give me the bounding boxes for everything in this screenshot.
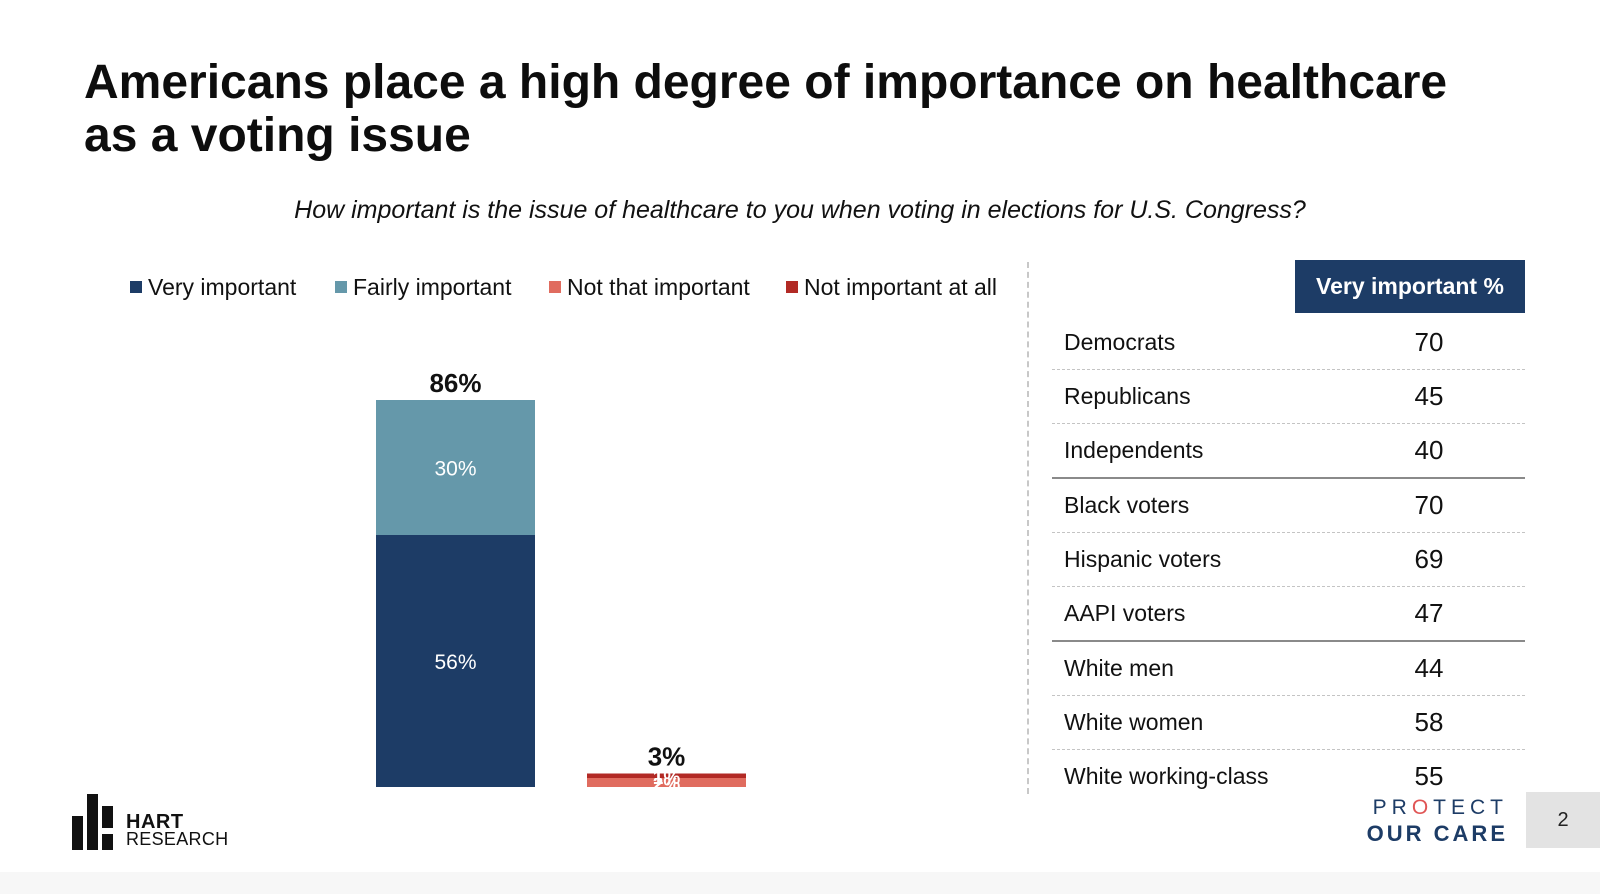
legend-item-not-important-at-all: Not important at all xyxy=(786,274,997,301)
table-row: Democrats 70 xyxy=(1052,316,1525,370)
table-row: Independents 40 xyxy=(1052,424,1525,479)
subgroup-table: Democrats 70 Republicans 45 Independents 40… xyxy=(1052,316,1525,803)
legend-label: Fairly important xyxy=(353,274,512,300)
row-value: 44 xyxy=(1414,653,1444,683)
row-label: Black voters xyxy=(1064,492,1190,518)
hart-logo-line1: HART xyxy=(126,811,184,833)
hart-bars-icon xyxy=(72,794,113,850)
legend-item-very-important: Very important xyxy=(130,274,296,301)
table-row: White women 58 xyxy=(1052,696,1525,750)
legend-swatch xyxy=(335,281,347,293)
row-label: AAPI voters xyxy=(1064,600,1186,626)
protect-our-care-logo: PROTECT OUR CARE xyxy=(1308,796,1508,847)
row-value: 55 xyxy=(1414,761,1444,791)
legend-label: Very important xyxy=(148,274,297,300)
row-value: 47 xyxy=(1414,598,1444,628)
legend-label: Not important at all xyxy=(804,274,998,300)
row-value: 70 xyxy=(1414,490,1444,520)
bar-segment xyxy=(376,400,535,535)
row-label: Hispanic voters xyxy=(1064,546,1222,572)
row-label: White men xyxy=(1064,655,1174,681)
stacked-bar-chart: 56% 30% 86% 2%1%3% xyxy=(376,368,746,796)
legend-label: Not that important xyxy=(567,274,750,300)
legend-item-not-that-important: Not that important xyxy=(549,274,750,301)
row-label: White women xyxy=(1064,709,1204,735)
bar-segment xyxy=(587,773,746,778)
row-label: White working-class xyxy=(1064,763,1269,789)
row-label: Independents xyxy=(1064,437,1204,463)
table-row: Republicans 45 xyxy=(1052,370,1525,424)
slide-title: Americans place a high degree of importa… xyxy=(84,56,1448,162)
row-label: Democrats xyxy=(1064,329,1176,355)
row-value: 70 xyxy=(1414,327,1444,357)
table-row: AAPI voters 47 xyxy=(1052,587,1525,642)
hart-logo-line2: RESEARCH xyxy=(126,829,229,849)
row-value: 58 xyxy=(1414,707,1444,737)
footer-band xyxy=(0,872,1600,894)
poc-logo-line2: OUR CARE xyxy=(1366,821,1508,846)
bar-segment xyxy=(376,535,535,787)
page-number: 2 xyxy=(1526,792,1600,848)
bar-total-label: 3% xyxy=(648,742,686,772)
row-value: 40 xyxy=(1414,435,1444,465)
table-row: Hispanic voters 69 xyxy=(1052,533,1525,587)
legend-item-fairly-important: Fairly important xyxy=(335,274,511,301)
bar-segment-label: 56% xyxy=(434,651,476,674)
poc-logo-part1: PR xyxy=(1372,796,1412,819)
section-divider xyxy=(1027,262,1029,794)
row-label: Republicans xyxy=(1064,383,1191,409)
survey-question: How important is the issue of healthcare… xyxy=(294,196,1306,224)
poc-logo-part2: TECT xyxy=(1433,796,1508,819)
row-value: 45 xyxy=(1414,381,1444,411)
bar-segment-label: 2% xyxy=(653,775,681,796)
poc-logo-o: O xyxy=(1411,796,1434,819)
legend-swatch xyxy=(786,281,798,293)
table-row: White men 44 xyxy=(1052,642,1525,696)
bar-segment xyxy=(587,778,746,787)
row-value: 69 xyxy=(1414,544,1444,574)
table-row: Black voters 70 xyxy=(1052,479,1525,533)
table-header: Very important % xyxy=(1295,260,1525,313)
legend-swatch xyxy=(549,281,561,293)
bar-segment-label: 30% xyxy=(434,458,476,481)
bar-total-label: 86% xyxy=(429,368,481,398)
legend-swatch xyxy=(130,281,142,293)
bar-segment-label: 1% xyxy=(653,768,681,789)
table-row: White working-class 55 xyxy=(1052,750,1525,803)
hart-research-logo: HART RESEARCH xyxy=(72,794,232,850)
